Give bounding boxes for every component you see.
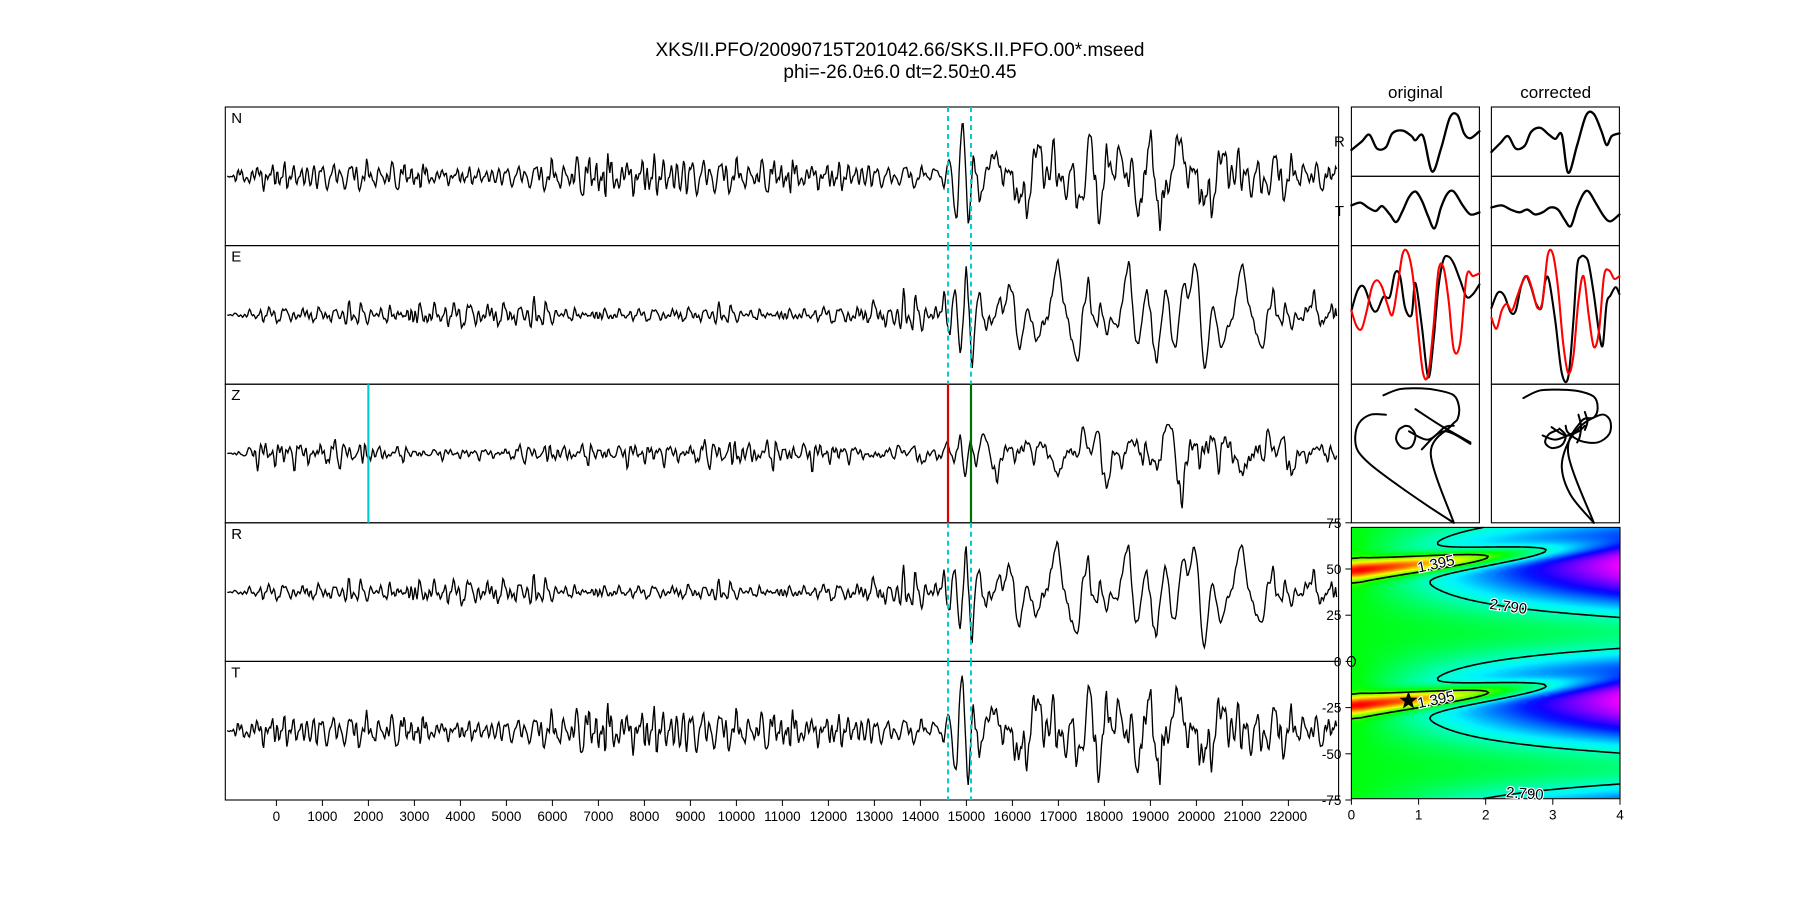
svg-text:R: R bbox=[231, 526, 242, 543]
svg-text:3: 3 bbox=[1549, 808, 1557, 823]
svg-text:2000: 2000 bbox=[353, 809, 383, 824]
svg-text:1000: 1000 bbox=[307, 809, 337, 824]
svg-text:XKS/II.PFO/20090715T201042.66/: XKS/II.PFO/20090715T201042.66/SKS.II.PFO… bbox=[655, 40, 1144, 61]
svg-text:12000: 12000 bbox=[810, 809, 848, 824]
svg-text:original: original bbox=[1388, 83, 1443, 102]
svg-text:phi=-26.0±6.0 dt=2.50±0.45: phi=-26.0±6.0 dt=2.50±0.45 bbox=[783, 62, 1016, 83]
svg-text:corrected: corrected bbox=[1520, 83, 1591, 102]
svg-text:20000: 20000 bbox=[1178, 809, 1216, 824]
svg-text:3000: 3000 bbox=[399, 809, 429, 824]
svg-text:5000: 5000 bbox=[491, 809, 521, 824]
svg-text:15000: 15000 bbox=[948, 809, 986, 824]
svg-text:18000: 18000 bbox=[1086, 809, 1124, 824]
svg-text:9000: 9000 bbox=[675, 809, 705, 824]
svg-text:E: E bbox=[231, 249, 241, 266]
svg-text:16000: 16000 bbox=[994, 809, 1032, 824]
svg-text:T: T bbox=[1335, 203, 1344, 220]
svg-text:T: T bbox=[231, 664, 240, 681]
svg-text:1: 1 bbox=[1415, 808, 1423, 823]
svg-text:22000: 22000 bbox=[1270, 809, 1308, 824]
svg-text:14000: 14000 bbox=[902, 809, 940, 824]
svg-text:21000: 21000 bbox=[1224, 809, 1262, 824]
svg-text:25: 25 bbox=[1326, 608, 1341, 623]
svg-text:4: 4 bbox=[1616, 808, 1624, 823]
svg-text:2.790: 2.790 bbox=[1489, 596, 1529, 618]
svg-text:2.790: 2.790 bbox=[1506, 784, 1545, 804]
svg-text:17000: 17000 bbox=[1040, 809, 1078, 824]
svg-text:19000: 19000 bbox=[1132, 809, 1170, 824]
svg-text:-75: -75 bbox=[1322, 793, 1342, 808]
svg-text:Z: Z bbox=[231, 387, 240, 404]
svg-text:0: 0 bbox=[273, 809, 281, 824]
svg-text:-25: -25 bbox=[1322, 701, 1342, 716]
svg-text:7000: 7000 bbox=[583, 809, 613, 824]
svg-text:0: 0 bbox=[1348, 808, 1356, 823]
svg-text:0: 0 bbox=[1334, 654, 1342, 669]
svg-text:13000: 13000 bbox=[856, 809, 894, 824]
svg-text:R: R bbox=[1334, 134, 1345, 151]
svg-text:10000: 10000 bbox=[718, 809, 756, 824]
svg-text:6000: 6000 bbox=[537, 809, 567, 824]
svg-text:11000: 11000 bbox=[764, 809, 801, 824]
svg-text:-50: -50 bbox=[1322, 747, 1342, 762]
svg-text:50: 50 bbox=[1326, 562, 1341, 577]
svg-text:4000: 4000 bbox=[445, 809, 475, 824]
svg-text:8000: 8000 bbox=[629, 809, 659, 824]
svg-text:75: 75 bbox=[1326, 516, 1341, 531]
svg-text:2: 2 bbox=[1482, 808, 1490, 823]
svg-text:N: N bbox=[231, 110, 242, 127]
